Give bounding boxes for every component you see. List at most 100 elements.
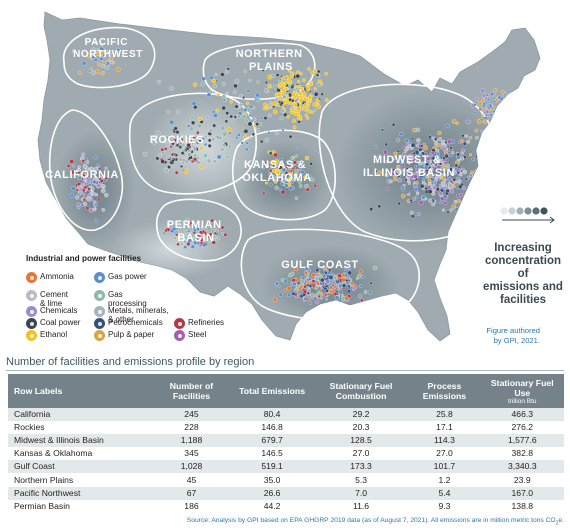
facility-dot — [183, 139, 187, 144]
facility-dot — [479, 166, 485, 171]
facility-dot — [184, 235, 189, 240]
table-row: Pacific Northwest 67 26.6 7.0 5.4 167.0 — [8, 486, 564, 500]
facility-dot — [296, 97, 300, 101]
facility-dot — [315, 268, 320, 273]
facility-dot — [445, 191, 449, 196]
facility-dot — [437, 130, 442, 136]
facility-dot — [265, 106, 270, 111]
facility-dot — [93, 57, 98, 62]
legend-item-label: Petrochemicals — [108, 318, 163, 327]
facility-dot — [271, 101, 277, 107]
facility-dot — [262, 191, 266, 195]
facility-dot — [458, 184, 463, 189]
facility-dot — [438, 191, 443, 196]
facility-dot — [188, 137, 193, 142]
concentration-swatch — [540, 207, 548, 215]
column-header-label: Total Emissions — [239, 386, 306, 396]
facility-dot — [357, 294, 363, 299]
facility-dot — [295, 154, 298, 158]
facility-dot — [316, 104, 321, 109]
facility-dot — [209, 90, 213, 94]
facility-dot — [396, 149, 400, 153]
facility-dot — [220, 225, 225, 230]
facility-dot — [438, 162, 443, 166]
column-header: Total Emissions — [230, 374, 314, 408]
facility-dot — [252, 117, 257, 122]
facility-dot — [422, 142, 426, 147]
facility-dot — [422, 161, 426, 165]
facility-dot — [233, 115, 237, 119]
facility-dot — [292, 119, 296, 123]
facility-dot — [324, 282, 328, 286]
facility-dot — [313, 183, 318, 188]
facility-dot — [416, 138, 421, 143]
facility-dot — [204, 228, 208, 232]
facility-dot — [272, 109, 278, 115]
facility-dot — [292, 175, 297, 180]
facility-dot — [297, 179, 303, 184]
facility-dot — [185, 218, 190, 223]
facility-dot — [214, 229, 219, 233]
facility-dot — [418, 162, 422, 166]
facility-dot — [482, 102, 486, 106]
facility-dot — [191, 101, 197, 106]
facility-dot — [447, 176, 452, 181]
facility-dot — [359, 284, 363, 288]
facility-dot — [473, 110, 477, 115]
facility-dot — [173, 126, 178, 131]
facility-dot — [383, 149, 388, 155]
facility-dot — [426, 157, 431, 162]
facility-dot — [213, 113, 218, 118]
table-row: California 245 80.4 29.2 25.8 466.3 — [8, 408, 564, 422]
boundary-rockies — [128, 92, 258, 195]
facility-dot — [142, 151, 148, 157]
facility-dot — [448, 153, 453, 157]
facility-dot — [413, 187, 418, 192]
facility-dot — [230, 117, 234, 122]
facility-dot — [195, 238, 200, 242]
facility-dot — [409, 210, 414, 215]
value-cell: 27.0 — [313, 447, 409, 461]
facility-dot — [224, 119, 229, 124]
facility-dot — [456, 167, 460, 171]
facility-dot — [203, 236, 207, 241]
facility-dot — [82, 163, 88, 169]
facility-dot — [305, 187, 310, 192]
facility-dot — [171, 141, 175, 146]
facility-dot — [92, 207, 97, 212]
facility-dot — [256, 127, 260, 132]
facility-dot — [268, 168, 273, 173]
facility-dot — [276, 103, 280, 107]
facility-dot — [427, 135, 432, 140]
facility-dot — [83, 181, 87, 186]
facility-dot — [377, 204, 382, 209]
facility-dot — [421, 195, 426, 200]
facility-dot — [449, 189, 454, 194]
facility-dot — [460, 169, 464, 173]
facility-dot — [372, 265, 378, 271]
facility-dot — [442, 156, 446, 160]
facility-dot — [325, 279, 330, 284]
facility-dot — [238, 102, 244, 107]
facility-dot — [100, 71, 104, 76]
facility-dot — [286, 114, 290, 119]
facility-dot — [243, 128, 249, 134]
facility-dot — [160, 147, 165, 152]
facility-dot — [286, 100, 290, 105]
facility-dot — [494, 118, 499, 123]
facility-dot — [413, 174, 418, 179]
refineries-icon — [174, 318, 185, 329]
facility-dot — [492, 119, 496, 123]
facility-dot — [444, 154, 449, 159]
facility-dot — [267, 84, 272, 89]
facility-dot — [260, 116, 264, 120]
facility-dot — [438, 137, 442, 142]
facility-dot — [94, 69, 100, 74]
facility-dot — [218, 135, 223, 141]
facility-dot — [331, 290, 335, 294]
facility-dot — [248, 136, 252, 139]
value-cell: 466.3 — [480, 408, 564, 422]
facility-dot — [191, 141, 196, 146]
facility-dot — [186, 143, 191, 148]
facility-dot — [215, 108, 220, 113]
